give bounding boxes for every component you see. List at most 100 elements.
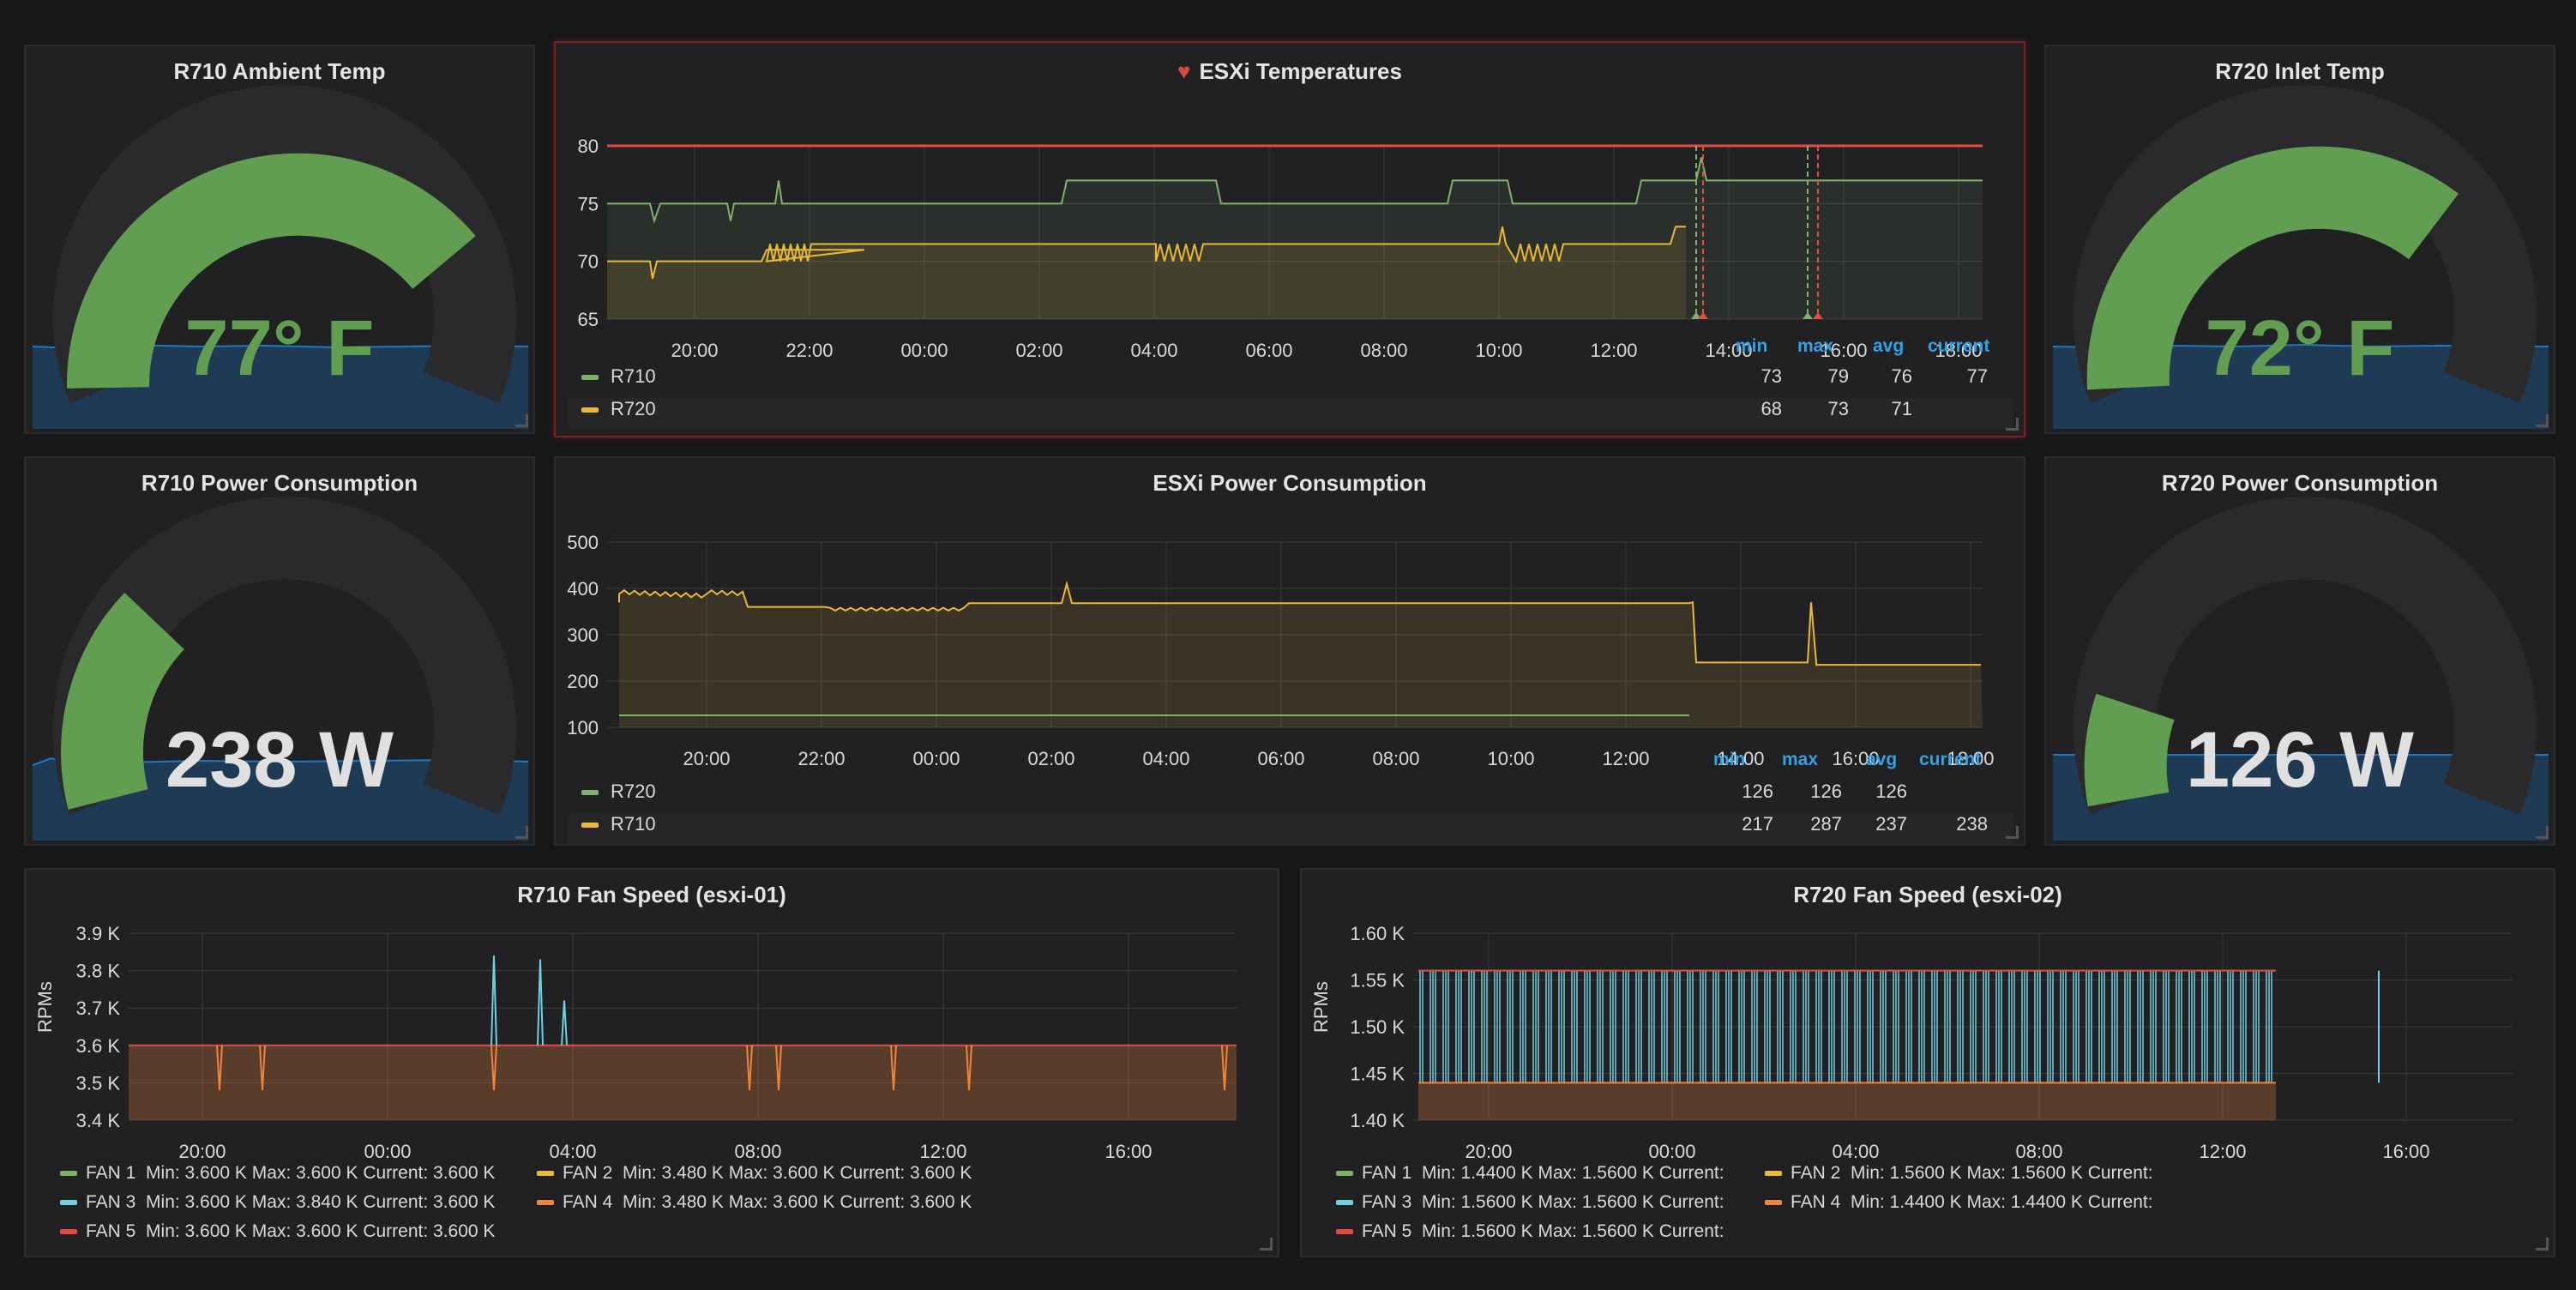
gauge-panel-r710-ambient[interactable]: R710 Ambient Temp 77° F	[24, 45, 535, 434]
y-tick-label: 500	[567, 532, 599, 553]
legend-header-avg[interactable]: avg	[1866, 750, 1898, 769]
legend-max: 126	[1810, 781, 1842, 802]
legend-swatch	[1765, 1171, 1782, 1177]
gauge-panel-r720-power[interactable]: R720 Power Consumption 126 W	[2044, 456, 2555, 846]
legend-header-avg[interactable]: avg	[1873, 336, 1905, 356]
legend-min: 126	[1742, 781, 1773, 802]
legend-stats: Min: 3.600 K Max: 3.600 K Current: 3.600…	[146, 1221, 496, 1241]
gauge-r720-power	[2053, 497, 2549, 841]
graph-panel-esxi-power[interactable]: ESXi Power Consumption 500 400 300 200 100 20…	[554, 456, 2025, 846]
legend-stats: Min: 1.4400 K Max: 1.5600 K Current:	[1422, 1163, 1724, 1183]
x-tick-label: 04:00	[549, 1141, 596, 1162]
legend-label: FAN 3	[1362, 1192, 1412, 1212]
y-tick-label: 200	[567, 671, 599, 692]
x-tick-label: 06:00	[1257, 748, 1304, 769]
resize-handle[interactable]	[2536, 826, 2549, 839]
y-tick-label: 400	[567, 578, 599, 600]
legend-fan3[interactable]: FAN 3 Min: 3.600 K Max: 3.840 K Current:…	[60, 1192, 495, 1213]
y-tick-label: 75	[578, 193, 599, 214]
legend-label: FAN 2	[563, 1163, 613, 1183]
graph-panel-esxi-temperatures[interactable]: ♥ ESXi Temperatures 80 75 70 65 20:00 22:00 00:…	[554, 41, 2025, 437]
y-tick-label: 1.50 K	[1350, 1016, 1405, 1038]
legend-max: 73	[1827, 398, 1849, 419]
x-tick-label: 00:00	[900, 340, 948, 361]
gauge-panel-r720-inlet[interactable]: R720 Inlet Temp 72° F	[2044, 45, 2555, 434]
legend-header-current[interactable]: current	[1919, 750, 1982, 769]
x-tick-label: 16:00	[1104, 1141, 1152, 1162]
legend-header-min[interactable]: min	[1713, 750, 1746, 769]
legend-row-r720[interactable]: R720 68 73 71	[568, 398, 2013, 429]
legend-header-max[interactable]: max	[1797, 336, 1834, 356]
x-tick-label: 22:00	[797, 748, 845, 769]
y-tick-label: 3.9 K	[76, 923, 121, 944]
legend-fan2[interactable]: FAN 2 Min: 3.480 K Max: 3.600 K Current:…	[537, 1163, 972, 1184]
x-tick-label: 04:00	[1142, 748, 1189, 769]
resize-handle[interactable]	[515, 826, 528, 839]
x-tick-label: 12:00	[919, 1141, 966, 1162]
x-tick-label: 04:00	[1832, 1141, 1879, 1162]
legend-label: FAN 4	[563, 1192, 613, 1212]
legend-max: 287	[1810, 813, 1842, 835]
legend-fan4[interactable]: FAN 4 Min: 1.4400 K Max: 1.4400 K Curren…	[1765, 1192, 2153, 1213]
x-tick-label: 12:00	[1590, 340, 1637, 361]
legend-stats: Min: 1.5600 K Max: 1.5600 K Current:	[1851, 1163, 2153, 1183]
legend-min: 217	[1742, 813, 1773, 835]
resize-handle[interactable]	[2536, 414, 2549, 427]
gauge-r720-inlet	[2052, 85, 2549, 429]
y-tick-label: 3.5 K	[76, 1072, 121, 1094]
graph-panel-r710-fan[interactable]: R710 Fan Speed (esxi-01) RPMs 3.9 K 3.8 K…	[24, 868, 1279, 1257]
legend-fan5[interactable]: FAN 5 Min: 3.600 K Max: 3.600 K Current:…	[60, 1221, 495, 1242]
y-tick-label: 1.55 K	[1350, 970, 1405, 992]
x-tick-label: 00:00	[912, 748, 960, 769]
legend-fan3[interactable]: FAN 3 Min: 1.5600 K Max: 1.5600 K Curren…	[1336, 1192, 1724, 1213]
sparkline-area	[33, 758, 528, 841]
series-dip-fan4	[746, 1045, 753, 1091]
annotation-triangle	[1803, 312, 1813, 319]
y-tick-label: 1.60 K	[1350, 923, 1405, 944]
legend-avg: 237	[1875, 813, 1907, 835]
legend-swatch	[537, 1171, 554, 1177]
legend-header-max[interactable]: max	[1782, 750, 1819, 769]
legend-fan2[interactable]: FAN 2 Min: 1.5600 K Max: 1.5600 K Curren…	[1765, 1163, 2153, 1184]
legend-header-current[interactable]: current	[1928, 336, 1990, 356]
legend-fan1[interactable]: FAN 1 Min: 1.4400 K Max: 1.5600 K Curren…	[1336, 1163, 1724, 1184]
gauge-value: 126 W	[2186, 716, 2414, 804]
legend-fan5[interactable]: FAN 5 Min: 1.5600 K Max: 1.5600 K Curren…	[1336, 1221, 1724, 1242]
fan2-chart: 1.60 K 1.55 K 1.50 K 1.45 K 1.40 K 20:00 00:00…	[1350, 923, 2513, 1162]
x-tick-label: 10:00	[1487, 748, 1534, 769]
legend-row-r720[interactable]: R720 126 126 126	[581, 781, 2013, 811]
y-tick-label: 1.45 K	[1350, 1064, 1405, 1085]
gauge-panel-r710-power[interactable]: R710 Power Consumption 238 W	[24, 456, 535, 846]
series-area-r720	[607, 226, 1686, 319]
x-tick-label: 20:00	[178, 1141, 226, 1162]
legend-swatch	[1336, 1200, 1353, 1206]
resize-handle[interactable]	[2536, 1238, 2549, 1251]
panel-title: ESXi Temperatures	[1199, 58, 1402, 84]
resize-handle[interactable]	[1260, 1238, 1273, 1251]
legend-header-min[interactable]: min	[1736, 336, 1768, 356]
series-dip-fan4	[966, 1045, 972, 1091]
legend-fan1[interactable]: FAN 1 Min: 3.600 K Max: 3.600 K Current:…	[60, 1163, 495, 1184]
legend-row-r710[interactable]: R710 217 287 237 238	[568, 813, 2013, 844]
legend-current: 77	[1966, 365, 1988, 387]
series-dip-fan4	[775, 1045, 782, 1091]
fan-area	[1418, 1082, 2276, 1120]
resize-handle[interactable]	[515, 414, 528, 427]
gauge-background	[2073, 497, 2537, 815]
legend-row-r710[interactable]: R710 73 79 76 77	[581, 365, 2013, 396]
legend-label: FAN 5	[1362, 1221, 1412, 1241]
gauge-fill	[2086, 146, 2459, 390]
legend-swatch	[1336, 1171, 1353, 1177]
legend-stats: Min: 1.4400 K Max: 1.4400 K Current:	[1851, 1192, 2153, 1212]
resize-handle[interactable]	[2006, 826, 2019, 839]
series-line-r720	[607, 226, 1686, 280]
x-tick-label: 20:00	[1465, 1141, 1512, 1162]
legend-fan4[interactable]: FAN 4 Min: 3.480 K Max: 3.600 K Current:…	[537, 1192, 972, 1213]
resize-handle[interactable]	[2006, 418, 2019, 431]
panel-title: R710 Ambient Temp	[173, 58, 386, 84]
power-chart: 500 400 300 200 100 20:00 22:00 00:00 02:00 04:00…	[567, 532, 1994, 769]
graph-panel-r720-fan[interactable]: R720 Fan Speed (esxi-02) RPMs 1.60 K 1.55…	[1300, 868, 2555, 1257]
x-tick-label: 14:00	[1705, 340, 1752, 361]
series-line-r710	[618, 580, 1981, 666]
sparkline-area	[33, 345, 528, 429]
